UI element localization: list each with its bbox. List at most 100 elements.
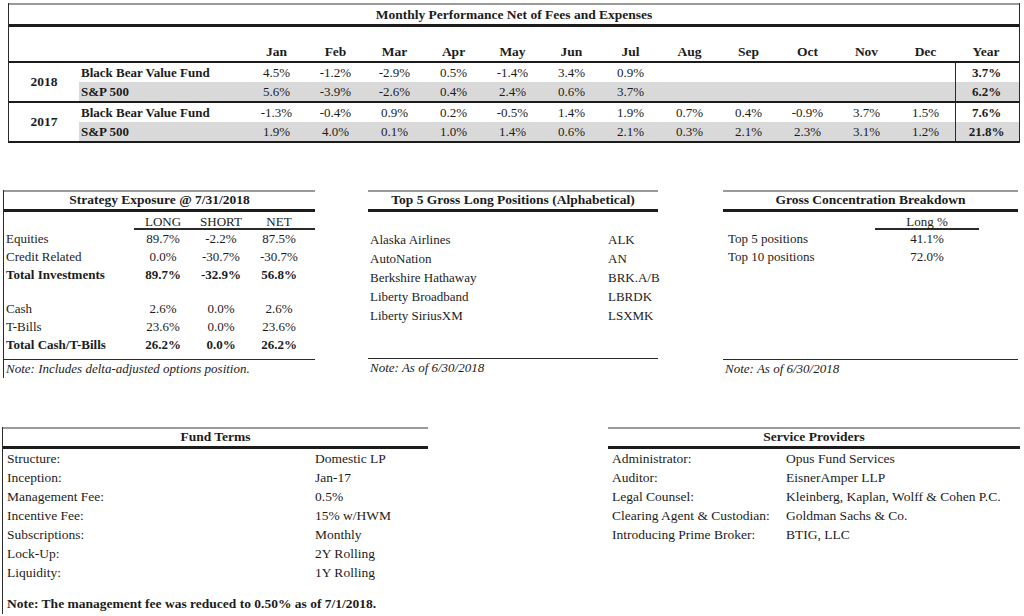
field-label: Subscriptions: xyxy=(3,525,315,544)
monthly-return-cell: 1.4% xyxy=(542,103,601,122)
column-header-long-pct: Long % xyxy=(875,213,979,230)
strategy-exposure-box: Strategy Exposure @ 7/31/2018 LONG SHORT… xyxy=(3,190,315,378)
month-column-header: Feb xyxy=(306,43,365,61)
series-name: S&P 500 xyxy=(79,122,247,141)
table-row: Total Investments89.7%-32.9%56.8% xyxy=(4,266,315,284)
monthly-return-cell xyxy=(719,63,778,82)
series-name: Black Bear Value Fund xyxy=(79,63,247,82)
monthly-return-cell: 3.4% xyxy=(542,63,601,82)
field-label: Inception: xyxy=(3,468,315,487)
position-name: Liberty SiriusXM xyxy=(368,306,608,325)
position-ticker: AN xyxy=(608,249,658,268)
table-row: Administrator:Opus Fund Services xyxy=(608,449,1020,468)
monthly-return-cell: 0.2% xyxy=(424,103,483,122)
position-name: Liberty Broadband xyxy=(368,287,608,306)
field-value: Jan-17 xyxy=(315,468,428,487)
table-row: Top 10 positions72.0% xyxy=(723,248,1018,266)
column-header-short: SHORT xyxy=(192,213,250,228)
monthly-return-cell: 0.4% xyxy=(719,103,778,122)
table-row: T-Bills23.6%0.0%23.6% xyxy=(4,318,315,336)
field-value: BTIG, LLC xyxy=(786,525,1020,544)
fund-factsheet-page: { "colors": { "shaded_row": "#d9d9d9", "… xyxy=(0,0,1024,616)
long-value: 0.0% xyxy=(134,248,192,266)
monthly-return-cell: -1.2% xyxy=(306,63,365,82)
table-row: Equities89.7%-2.2%87.5% xyxy=(4,230,315,248)
monthly-return-cell xyxy=(837,63,896,82)
fund-terms-rows: Structure:Domestic LPInception:Jan-17Man… xyxy=(3,449,428,582)
exposure-label: Total Cash/T-Bills xyxy=(4,336,134,354)
concentration-label: Top 10 positions xyxy=(723,248,875,266)
month-column-header: Jun xyxy=(542,43,601,61)
year-group: 2018Black Bear Value Fund4.5%-1.2%-2.9%0… xyxy=(9,63,1019,103)
table-row: Berkshire HathawayBRK.A/B xyxy=(368,268,658,287)
position-ticker: LSXMK xyxy=(608,306,658,325)
year-total-cell: 6.2% xyxy=(955,82,1017,101)
monthly-return-cell: -2.9% xyxy=(365,63,424,82)
table-row: Auditor:EisnerAmper LLP xyxy=(608,468,1020,487)
monthly-performance-table: Monthly Performance Net of Fees and Expe… xyxy=(8,3,1020,143)
field-value: Opus Fund Services xyxy=(786,449,1020,468)
table-row: Clearing Agent & Custodian:Goldman Sachs… xyxy=(608,506,1020,525)
series-name: Black Bear Value Fund xyxy=(79,103,247,122)
monthly-return-cell: 1.4% xyxy=(483,122,542,141)
monthly-return-cell xyxy=(896,82,955,101)
monthly-return-cell: 0.9% xyxy=(365,103,424,122)
monthly-return-cell xyxy=(896,63,955,82)
short-value: 0.0% xyxy=(192,318,250,336)
short-value: 0.0% xyxy=(192,300,250,318)
service-providers-title: Service Providers xyxy=(608,427,1020,449)
field-label: Incentive Fee: xyxy=(3,506,315,525)
year-label: 2017 xyxy=(9,103,79,141)
long-value: 2.6% xyxy=(134,300,192,318)
service-providers-rows: Administrator:Opus Fund ServicesAuditor:… xyxy=(608,449,1020,544)
spacer xyxy=(9,43,79,61)
exposure-label: Equities xyxy=(4,230,134,248)
exposure-label: T-Bills xyxy=(4,318,134,336)
concentration-note: Note: As of 6/30/2018 xyxy=(723,359,1018,378)
month-column-header: Oct xyxy=(778,43,837,61)
year-group: 2017Black Bear Value Fund-1.3%-0.4%0.9%0… xyxy=(9,103,1019,143)
table-row: Black Bear Value Fund-1.3%-0.4%0.9%0.2%-… xyxy=(79,103,1019,122)
exposure-label: Credit Related xyxy=(4,248,134,266)
table-row: S&P 5001.9%4.0%0.1%1.0%1.4%0.6%2.1%0.3%2… xyxy=(79,122,1019,141)
monthly-return-cell: 0.9% xyxy=(601,63,660,82)
monthly-return-cell xyxy=(660,63,719,82)
position-ticker: ALK xyxy=(608,230,658,249)
month-column-header: Jul xyxy=(601,43,660,61)
monthly-return-cell: -3.9% xyxy=(306,82,365,101)
short-value: 0.0% xyxy=(192,336,250,354)
net-value: 26.2% xyxy=(250,336,308,354)
table-row: Liquidity:1Y Rolling xyxy=(3,563,428,582)
monthly-return-cell xyxy=(837,82,896,101)
month-column-header: Jan xyxy=(247,43,306,61)
year-label: 2018 xyxy=(9,63,79,101)
table-row: Credit Related0.0%-30.7%-30.7% xyxy=(4,248,315,266)
monthly-return-cell xyxy=(719,82,778,101)
month-column-header: Aug xyxy=(660,43,719,61)
position-name: Berkshire Hathaway xyxy=(368,268,608,287)
fund-terms-box: Fund Terms Structure:Domestic LPInceptio… xyxy=(2,427,428,614)
table-row: Top 5 positions41.1% xyxy=(723,230,1018,248)
position-ticker: BRK.A/B xyxy=(608,268,660,287)
monthly-return-cell: 2.1% xyxy=(719,122,778,141)
short-value: -30.7% xyxy=(192,248,250,266)
year-total-cell: 21.8% xyxy=(955,122,1017,141)
monthly-return-cell: 3.7% xyxy=(837,103,896,122)
position-name: AutoNation xyxy=(368,249,608,268)
table-row: Liberty BroadbandLBRDK xyxy=(368,287,658,306)
performance-body: 2018Black Bear Value Fund4.5%-1.2%-2.9%0… xyxy=(9,63,1019,143)
field-label: Clearing Agent & Custodian: xyxy=(608,506,786,525)
fund-terms-title: Fund Terms xyxy=(3,427,428,449)
position-name: Alaska Airlines xyxy=(368,230,608,249)
spacer xyxy=(79,43,247,61)
monthly-return-cell: 1.9% xyxy=(247,122,306,141)
field-label: Structure: xyxy=(3,449,315,468)
position-ticker: LBRDK xyxy=(608,287,658,306)
performance-header-row: JanFebMarAprMayJunJulAugSepOctNovDecYear xyxy=(9,43,1019,63)
short-value: -32.9% xyxy=(192,266,250,284)
net-value: 23.6% xyxy=(250,318,308,336)
monthly-return-cell: 1.9% xyxy=(601,103,660,122)
monthly-return-cell: 0.6% xyxy=(542,122,601,141)
management-fee-note: Note: The management fee was reduced to … xyxy=(3,596,428,612)
field-label: Liquidity: xyxy=(3,563,315,582)
